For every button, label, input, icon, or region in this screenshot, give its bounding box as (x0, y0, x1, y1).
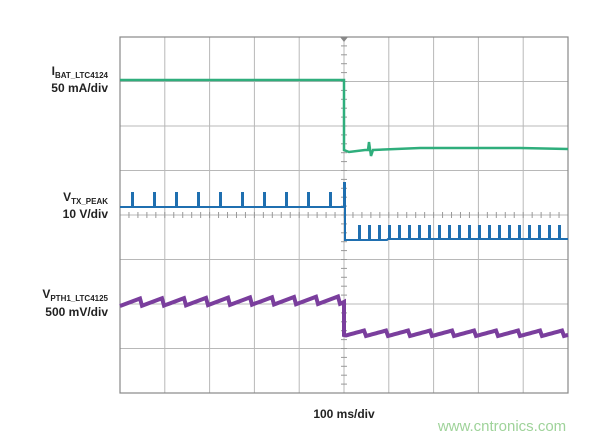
trace-voltage (120, 182, 568, 241)
watermark: www.cntronics.com (437, 418, 566, 435)
trace-label: VPTH1_LTC4125 (42, 287, 108, 303)
symbol: V (42, 287, 50, 301)
trace-scale: 50 mA/div (51, 81, 108, 95)
trigger-marker (340, 37, 348, 42)
trace-threshold (119, 293, 569, 339)
trace-scale: 10 V/div (63, 207, 109, 221)
timebase: 100 ms/div (313, 407, 375, 421)
trace-label: IBAT_LTC4124 (52, 64, 109, 80)
subscript: TX_PEAK (71, 197, 108, 206)
symbol: V (63, 190, 71, 204)
subscript: BAT_LTC4124 (55, 71, 109, 80)
trace-current (120, 78, 569, 157)
symbol: I (52, 64, 55, 78)
waveforms (119, 78, 569, 339)
subscript: PTH1_LTC4125 (50, 294, 108, 303)
trace-label: VTX_PEAK (63, 190, 108, 206)
trace-scale: 500 mV/div (45, 305, 108, 319)
